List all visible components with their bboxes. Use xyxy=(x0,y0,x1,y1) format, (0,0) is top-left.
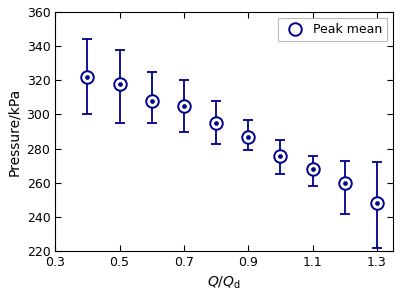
Legend: Peak mean: Peak mean xyxy=(278,18,387,41)
Y-axis label: Pressure/kPa: Pressure/kPa xyxy=(7,88,21,176)
X-axis label: $Q/Q_{\mathrm{d}}$: $Q/Q_{\mathrm{d}}$ xyxy=(207,275,241,291)
